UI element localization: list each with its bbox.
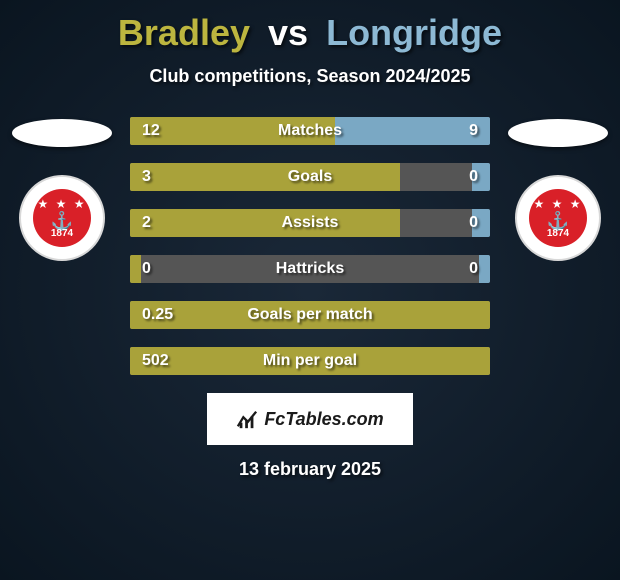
stat-bar: 2Assists0 [130,209,490,237]
main-row: ★ ★ ★ ⚓ 1874 12Matches93Goals02Assists00… [0,117,620,375]
source-logo-text: FcTables.com [264,409,383,430]
player2-name: Longridge [326,12,502,53]
stat-value-right: 0 [469,255,478,283]
right-club-badge: ★ ★ ★ ⚓ 1874 [515,175,601,261]
stat-bar: 3Goals0 [130,163,490,191]
left-player-column: ★ ★ ★ ⚓ 1874 [12,117,112,261]
stat-bar: 0.25Goals per match [130,301,490,329]
stat-value-right: 0 [469,163,478,191]
stat-bar: 502Min per goal [130,347,490,375]
stat-label: Goals per match [130,301,490,329]
stat-bar: 12Matches9 [130,117,490,145]
stat-label: Matches [130,117,490,145]
footer-date: 13 february 2025 [0,459,620,480]
subtitle: Club competitions, Season 2024/2025 [0,66,620,87]
stat-value-right: 0 [469,209,478,237]
stat-value-right: 9 [469,117,478,145]
stat-label: Goals [130,163,490,191]
source-logo: FcTables.com [207,393,413,445]
stat-label: Hattricks [130,255,490,283]
left-flag [12,119,112,147]
comparison-title: Bradley vs Longridge [0,12,620,54]
stats-column: 12Matches93Goals02Assists00Hattricks00.2… [130,117,490,375]
chart-icon [236,408,258,430]
vs-separator: vs [268,12,308,53]
left-club-badge: ★ ★ ★ ⚓ 1874 [19,175,105,261]
stat-label: Assists [130,209,490,237]
infographic-root: Bradley vs Longridge Club competitions, … [0,0,620,480]
right-flag [508,119,608,147]
right-player-column: ★ ★ ★ ⚓ 1874 [508,117,608,261]
player1-name: Bradley [118,12,250,53]
stat-label: Min per goal [130,347,490,375]
stat-bar: 0Hattricks0 [130,255,490,283]
